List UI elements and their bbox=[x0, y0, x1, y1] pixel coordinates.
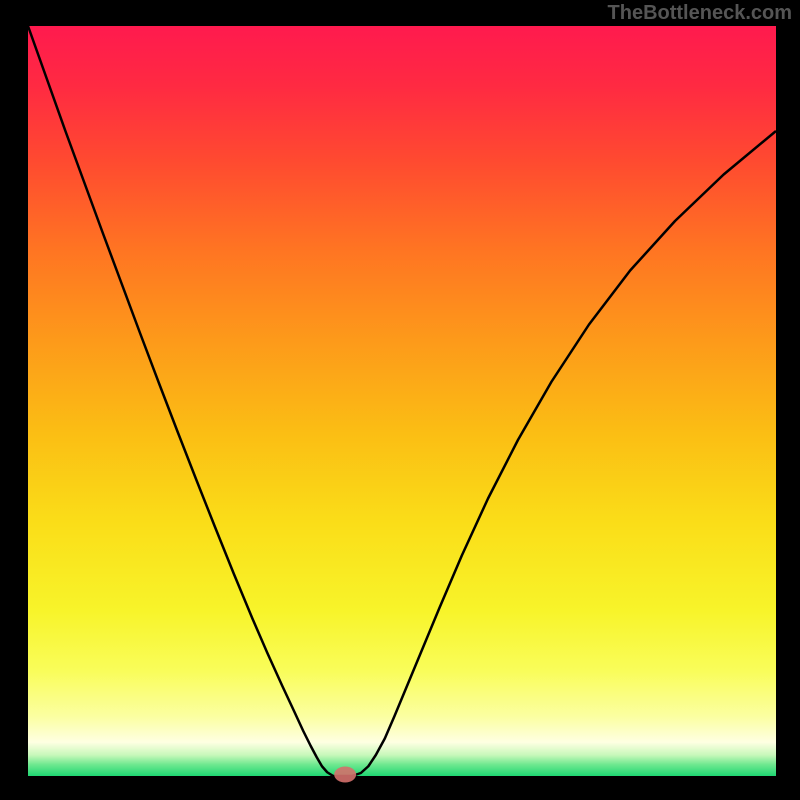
bottleneck-chart bbox=[0, 0, 800, 800]
chart-frame bbox=[0, 0, 800, 800]
watermark-text: TheBottleneck.com bbox=[608, 2, 792, 25]
chart-plot-bg bbox=[28, 26, 776, 776]
optimal-marker bbox=[334, 767, 356, 783]
